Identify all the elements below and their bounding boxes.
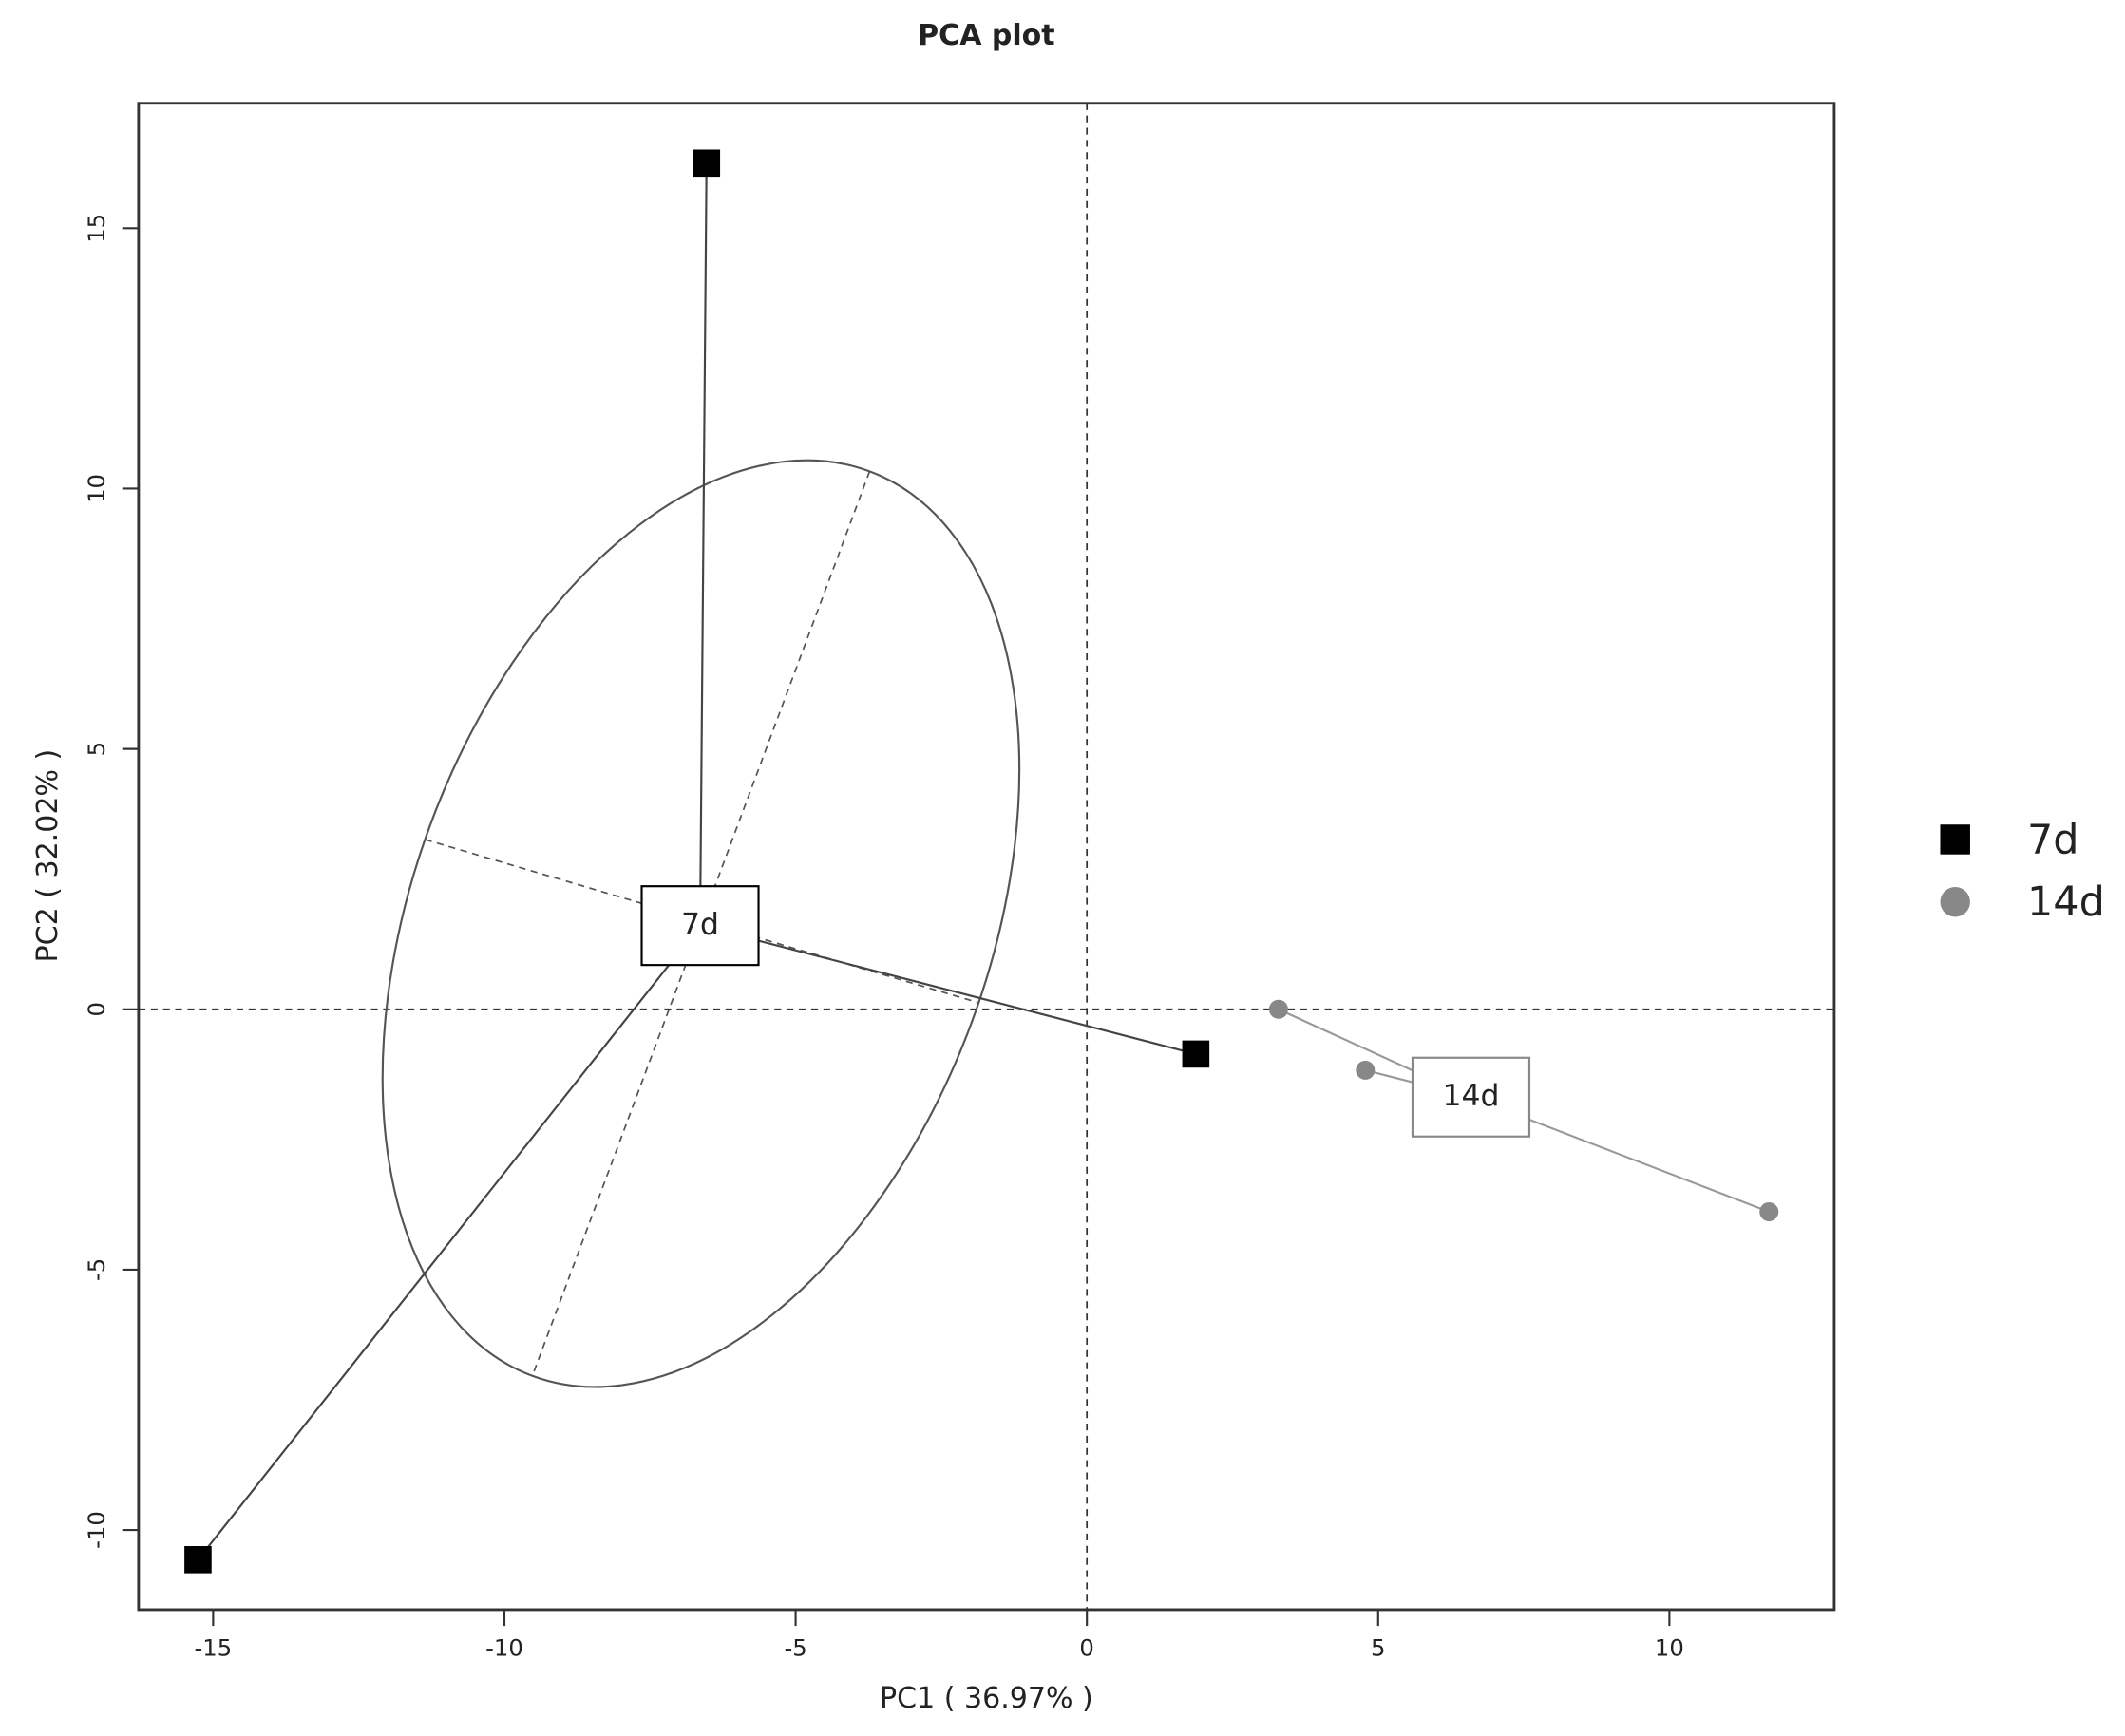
group-label-box <box>1411 1056 1531 1138</box>
legend-marker <box>1940 824 1970 855</box>
point <box>1182 1040 1210 1068</box>
y-axis-label: PC2 ( 32.02% ) <box>31 749 65 963</box>
point <box>184 1546 212 1574</box>
x-tick-label: -5 <box>784 1633 806 1661</box>
chart-title: PCA plot <box>918 19 1054 52</box>
group-label-box <box>640 885 760 967</box>
y-tick-label: -10 <box>83 1511 110 1549</box>
y-tick-label: 0 <box>83 1002 110 1016</box>
point <box>693 149 721 178</box>
x-tick-label: -10 <box>485 1633 523 1661</box>
x-tick-label: 5 <box>1371 1633 1385 1661</box>
spoke <box>699 924 1197 1055</box>
spoke <box>197 925 701 1560</box>
x-tick-label: 10 <box>1655 1633 1684 1661</box>
x-tick-label: 0 <box>1079 1633 1093 1661</box>
spoke <box>698 162 708 926</box>
y-tick-label: 10 <box>83 474 110 503</box>
confidence-ellipse <box>381 459 1021 1388</box>
x-axis-label: PC1 ( 36.97% ) <box>880 1682 1093 1715</box>
y-tick-label: 5 <box>83 742 110 756</box>
legend-label: 14d <box>2027 878 2105 926</box>
y-tick-label: 15 <box>83 214 110 243</box>
legend-label: 7d <box>2027 816 2079 863</box>
point <box>1356 1060 1376 1080</box>
x-tick-label: -15 <box>195 1633 233 1661</box>
point <box>1268 999 1288 1019</box>
group-label: 7d <box>681 908 719 942</box>
group-label: 14d <box>1442 1079 1499 1113</box>
plot-frame <box>137 102 1836 1612</box>
legend-marker <box>1940 887 1970 917</box>
ellipse-axis <box>425 839 978 1004</box>
y-tick-label: -5 <box>83 1258 110 1281</box>
point <box>1759 1202 1779 1222</box>
